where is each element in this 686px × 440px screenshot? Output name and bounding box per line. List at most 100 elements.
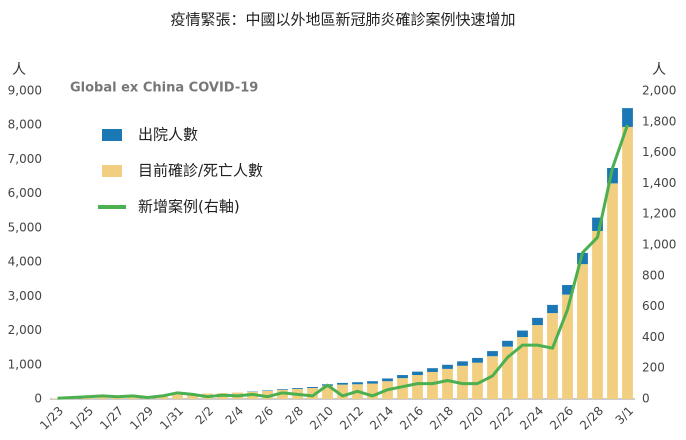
x-tick-label: 1/23 — [37, 404, 66, 433]
bar — [82, 397, 93, 399]
legend-label: 新增案例(右軸) — [138, 198, 240, 216]
bar — [457, 361, 468, 366]
bar — [622, 126, 633, 399]
y-tick-label: 0 — [34, 392, 42, 406]
bar — [412, 375, 423, 399]
x-tick-label: 2/26 — [547, 404, 576, 433]
y2-tick-label: 1,600 — [642, 145, 676, 159]
y-tick-label: 9,000 — [8, 84, 42, 98]
y-tick-label: 5,000 — [8, 220, 42, 234]
bar — [427, 371, 438, 399]
legend-swatch — [102, 129, 122, 141]
x-tick-label: 1/31 — [157, 404, 186, 433]
x-tick-label: 2/8 — [283, 404, 307, 428]
bar — [172, 394, 183, 399]
x-tick-label: 3/1 — [613, 404, 637, 428]
annotation: Global ex China COVID-19 — [70, 81, 258, 96]
y-tick-label: 1,000 — [8, 357, 42, 371]
bar — [337, 384, 348, 399]
bar — [532, 325, 543, 399]
bar — [442, 368, 453, 399]
x-tick-label: 1/29 — [127, 404, 156, 433]
y2-tick-label: 1,000 — [642, 238, 676, 252]
bar — [517, 330, 528, 338]
y2-tick-label: 2,000 — [642, 84, 676, 98]
y2-tick-label: 1,800 — [642, 114, 676, 128]
bar — [562, 294, 573, 399]
line — [57, 124, 629, 400]
y2-tick-label: 600 — [642, 299, 665, 313]
bar — [397, 375, 408, 379]
bar — [412, 371, 423, 376]
legend-swatch — [102, 165, 122, 177]
bar — [352, 382, 363, 385]
bar — [262, 390, 273, 399]
bar — [442, 364, 453, 369]
y2-unit: 人 — [652, 62, 666, 78]
bar — [397, 378, 408, 399]
x-tick-label: 2/6 — [253, 404, 277, 428]
bar — [277, 389, 288, 390]
bar — [562, 285, 573, 295]
bar — [547, 304, 558, 314]
bar — [622, 108, 633, 127]
bar — [577, 264, 588, 399]
bar — [502, 340, 513, 347]
bar — [547, 313, 558, 399]
x-tick-label: 2/12 — [337, 404, 366, 433]
x-tick-label: 2/2 — [193, 404, 217, 428]
bar — [187, 394, 198, 399]
bar — [592, 230, 603, 399]
x-tick-label: 2/20 — [457, 404, 486, 433]
legend-label: 出院人數 — [138, 126, 198, 144]
bar — [97, 397, 108, 399]
bar — [307, 387, 318, 389]
y-tick-label: 6,000 — [8, 186, 42, 200]
bar — [607, 168, 618, 184]
x-tick-label: 2/16 — [397, 404, 426, 433]
bar — [307, 388, 318, 399]
x-tick-label: 2/22 — [487, 404, 516, 433]
bar — [52, 398, 63, 399]
y-tick-label: 7,000 — [8, 152, 42, 166]
bar — [502, 346, 513, 399]
bar — [367, 383, 378, 399]
bar — [337, 382, 348, 385]
bar — [292, 388, 303, 389]
legend-label: 目前確診/死亡人數 — [138, 162, 263, 180]
bar — [472, 362, 483, 399]
y-unit: 人 — [12, 62, 26, 78]
x-tick-label: 2/18 — [427, 404, 456, 433]
y-tick-label: 2,000 — [8, 323, 42, 337]
y2-tick-label: 0 — [642, 392, 650, 406]
bar — [487, 356, 498, 399]
y-tick-label: 8,000 — [8, 118, 42, 132]
bar — [127, 396, 138, 399]
bar — [322, 385, 333, 399]
y-tick-label: 3,000 — [8, 289, 42, 303]
x-tick-label: 1/25 — [67, 404, 96, 433]
bar — [532, 317, 543, 326]
x-tick-label: 2/10 — [307, 404, 336, 433]
chart-title: 疫情緊張：中國以外地區新冠肺炎確診案例快速增加 — [170, 11, 515, 29]
x-tick-label: 1/27 — [97, 404, 126, 433]
bar — [427, 368, 438, 372]
bar — [262, 390, 273, 391]
y2-tick-label: 800 — [642, 268, 665, 282]
bar — [472, 357, 483, 363]
x-tick-label: 2/14 — [367, 404, 396, 433]
bar — [367, 381, 378, 384]
x-tick-label: 2/28 — [577, 404, 606, 433]
y2-tick-label: 400 — [642, 330, 665, 344]
y2-tick-label: 200 — [642, 361, 665, 375]
x-tick-label: 2/4 — [223, 404, 247, 428]
bar — [607, 183, 618, 399]
bar — [517, 337, 528, 399]
x-tick-label: 2/24 — [517, 404, 546, 433]
bar — [382, 378, 393, 382]
y2-tick-label: 1,200 — [642, 207, 676, 221]
bar — [487, 351, 498, 357]
bar — [592, 217, 603, 231]
y2-tick-label: 1,400 — [642, 176, 676, 190]
